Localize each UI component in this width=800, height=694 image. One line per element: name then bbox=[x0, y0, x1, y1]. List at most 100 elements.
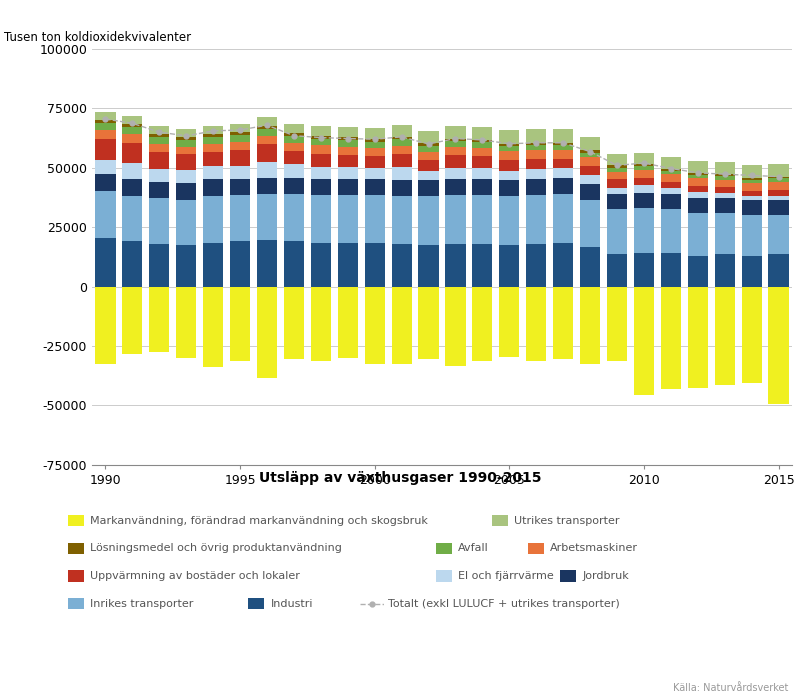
Bar bbox=[230, 124, 250, 133]
Bar bbox=[230, 179, 250, 195]
Bar bbox=[472, 148, 493, 156]
Bar bbox=[365, 142, 385, 148]
Bar bbox=[176, 245, 196, 287]
Bar bbox=[634, 178, 654, 185]
Text: El och fjärrvärme: El och fjärrvärme bbox=[458, 571, 554, 581]
Text: Markanvändning, förändrad markanvändning och skogsbruk: Markanvändning, förändrad markanvändning… bbox=[90, 516, 428, 525]
Bar bbox=[661, 174, 681, 183]
Bar bbox=[688, 160, 708, 173]
Bar bbox=[769, 164, 789, 176]
Bar bbox=[418, 287, 438, 359]
Bar bbox=[580, 200, 600, 247]
Bar bbox=[472, 156, 493, 168]
Bar bbox=[580, 287, 600, 364]
Bar bbox=[714, 176, 734, 180]
Text: Jordbruk: Jordbruk bbox=[582, 571, 629, 581]
Bar bbox=[580, 184, 600, 200]
Bar bbox=[634, 171, 654, 178]
Bar bbox=[688, 192, 708, 198]
Bar bbox=[472, 127, 493, 140]
Bar bbox=[365, 287, 385, 364]
Bar bbox=[365, 148, 385, 156]
Bar bbox=[150, 244, 170, 287]
Bar bbox=[714, 287, 734, 385]
Bar bbox=[769, 255, 789, 287]
Bar bbox=[661, 183, 681, 188]
Bar bbox=[661, 194, 681, 209]
Bar bbox=[122, 180, 142, 196]
Bar bbox=[284, 151, 304, 164]
Bar bbox=[446, 139, 466, 141]
Bar bbox=[553, 178, 574, 194]
Bar bbox=[607, 172, 627, 180]
Bar bbox=[634, 153, 654, 164]
Bar bbox=[418, 180, 438, 196]
Bar bbox=[391, 146, 412, 154]
Bar bbox=[338, 167, 358, 179]
Bar bbox=[203, 126, 223, 135]
Bar bbox=[714, 198, 734, 213]
Bar bbox=[634, 167, 654, 171]
Bar bbox=[257, 240, 277, 287]
Bar bbox=[688, 287, 708, 388]
Bar bbox=[284, 143, 304, 151]
Bar bbox=[230, 135, 250, 142]
Bar bbox=[257, 129, 277, 136]
Bar bbox=[122, 135, 142, 142]
Bar bbox=[553, 143, 574, 145]
Bar bbox=[499, 171, 519, 180]
Bar bbox=[310, 167, 331, 179]
Bar bbox=[661, 209, 681, 253]
Bar bbox=[769, 182, 789, 189]
Bar bbox=[95, 130, 115, 139]
Bar bbox=[607, 165, 627, 167]
Bar bbox=[553, 242, 574, 287]
Bar bbox=[714, 255, 734, 287]
Bar bbox=[526, 143, 546, 145]
Text: Totalt (exkl LULUCF + utrikes transporter): Totalt (exkl LULUCF + utrikes transporte… bbox=[388, 599, 620, 609]
Bar bbox=[472, 168, 493, 179]
Bar bbox=[499, 245, 519, 287]
Bar bbox=[553, 150, 574, 159]
Text: Utrikes transporter: Utrikes transporter bbox=[514, 516, 620, 525]
Bar bbox=[634, 208, 654, 253]
Bar bbox=[526, 179, 546, 195]
Bar bbox=[661, 188, 681, 194]
Bar bbox=[230, 133, 250, 135]
Bar bbox=[150, 198, 170, 244]
Bar bbox=[391, 139, 412, 146]
Bar bbox=[526, 287, 546, 362]
Bar bbox=[203, 242, 223, 287]
Bar bbox=[391, 244, 412, 287]
Bar bbox=[526, 195, 546, 244]
Bar bbox=[203, 137, 223, 144]
Bar bbox=[284, 136, 304, 143]
Bar bbox=[365, 195, 385, 242]
Bar bbox=[769, 196, 789, 201]
Bar bbox=[230, 195, 250, 242]
Bar bbox=[176, 287, 196, 358]
Bar bbox=[499, 151, 519, 160]
Text: Inrikes transporter: Inrikes transporter bbox=[90, 599, 194, 609]
Text: Industri: Industri bbox=[270, 599, 313, 609]
Bar bbox=[472, 287, 493, 362]
Bar bbox=[769, 178, 789, 182]
Bar bbox=[310, 154, 331, 167]
Bar bbox=[499, 196, 519, 245]
Bar bbox=[526, 150, 546, 159]
Bar bbox=[338, 287, 358, 358]
Bar bbox=[446, 126, 466, 139]
Bar bbox=[580, 166, 600, 176]
Bar bbox=[150, 182, 170, 198]
Bar bbox=[714, 213, 734, 255]
Bar bbox=[688, 186, 708, 192]
Bar bbox=[472, 179, 493, 195]
Bar bbox=[418, 245, 438, 287]
Bar bbox=[607, 167, 627, 172]
Bar bbox=[203, 196, 223, 242]
Bar bbox=[553, 287, 574, 359]
Bar bbox=[95, 192, 115, 238]
Bar bbox=[499, 287, 519, 357]
Text: Källa: Naturvårdsverket: Källa: Naturvårdsverket bbox=[673, 682, 788, 693]
Bar bbox=[661, 287, 681, 389]
